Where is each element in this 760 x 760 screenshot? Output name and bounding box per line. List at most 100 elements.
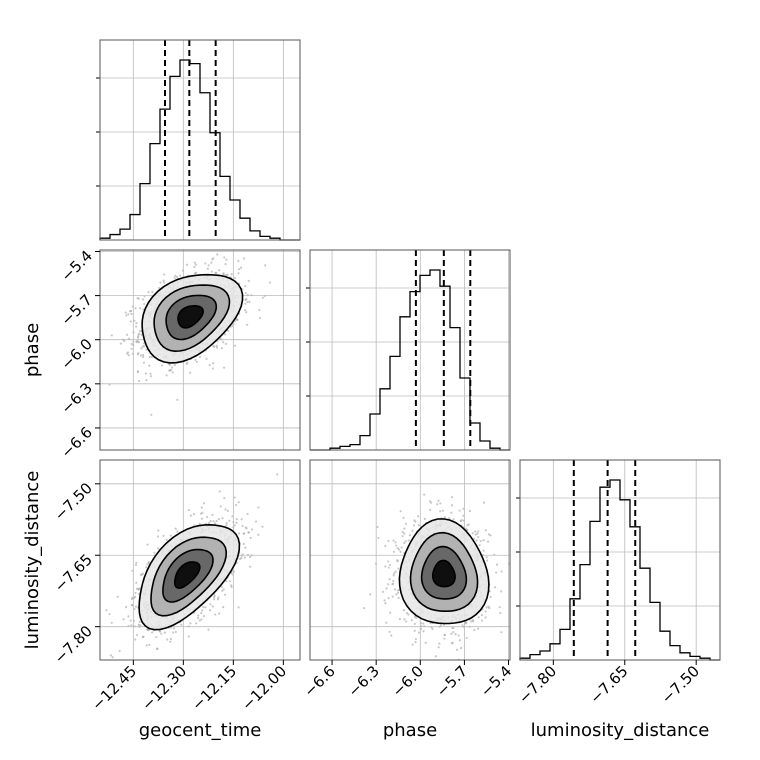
scatter-point xyxy=(240,556,243,560)
scatter-point xyxy=(109,654,113,657)
scatter-point xyxy=(208,609,212,612)
scatter-point xyxy=(124,311,127,314)
scatter-point xyxy=(145,378,148,382)
scatter-point xyxy=(437,646,440,649)
scatter-point xyxy=(399,510,402,513)
scatter-point xyxy=(384,565,387,568)
scatter-point xyxy=(464,621,467,624)
scatter-point xyxy=(135,340,138,343)
scatter-point xyxy=(264,264,267,267)
scatter-point xyxy=(217,612,221,615)
scatter-point xyxy=(198,522,201,525)
scatter-point xyxy=(192,513,196,516)
scatter-point xyxy=(195,622,198,625)
scatter-point xyxy=(135,322,138,325)
scatter-point xyxy=(221,517,224,520)
scatter-point xyxy=(225,258,228,261)
contour-line xyxy=(398,518,490,625)
scatter-point xyxy=(261,296,264,299)
contour-line xyxy=(177,305,204,329)
scatter-point xyxy=(258,316,261,320)
scatter-point xyxy=(500,590,503,593)
scatter-point xyxy=(208,364,211,367)
scatter-point xyxy=(452,631,455,634)
scatter-point xyxy=(387,539,390,543)
scatter-point xyxy=(127,615,130,618)
scatter-point xyxy=(411,529,414,532)
scatter-point xyxy=(218,490,221,493)
scatter-point xyxy=(168,369,171,372)
scatter-point xyxy=(414,641,417,644)
x-axis-label-luminosity_distance: luminosity_distance xyxy=(531,720,710,741)
density-level xyxy=(432,560,456,587)
scatter-point xyxy=(243,556,246,559)
scatter-point xyxy=(450,495,454,499)
scatter-point xyxy=(127,313,130,316)
scatter-point xyxy=(156,535,160,538)
scatter-point xyxy=(450,632,453,635)
y-tick-label-phase: −6.3 xyxy=(58,379,96,417)
scatter-point xyxy=(480,614,483,617)
y-tick-label-luminosity_distance: −7.65 xyxy=(51,551,96,596)
scatter-point xyxy=(237,501,240,504)
scatter-point xyxy=(237,272,240,275)
scatter-point xyxy=(193,265,196,269)
scatter-point xyxy=(475,539,478,542)
scatter-point xyxy=(146,543,149,546)
scatter-point xyxy=(162,273,166,276)
scatter-point xyxy=(213,522,217,525)
scatter-point xyxy=(395,593,398,596)
scatter-point xyxy=(187,508,191,512)
scatter-point xyxy=(399,550,402,553)
scatter-point xyxy=(163,281,166,284)
scatter-point xyxy=(222,272,225,275)
scatter-point xyxy=(439,624,442,627)
contour-line xyxy=(174,561,201,589)
scatter-point xyxy=(147,291,150,294)
scatter-point xyxy=(244,291,247,295)
scatter-point xyxy=(396,546,399,550)
scatter-point xyxy=(395,544,398,547)
scatter-point xyxy=(237,606,240,609)
scatter-point xyxy=(178,274,182,277)
scatter-point xyxy=(194,263,197,266)
scatter-point xyxy=(438,642,441,645)
scatter-point xyxy=(145,644,148,647)
y-tick-label-phase: −5.7 xyxy=(58,291,96,329)
scatter-point xyxy=(237,259,240,263)
scatter-point xyxy=(134,591,137,595)
scatter-point xyxy=(222,588,225,591)
scatter-point xyxy=(423,493,426,496)
scatter-point xyxy=(397,596,400,599)
scatter-point xyxy=(385,587,388,590)
scatter-point xyxy=(485,556,488,559)
scatter-point xyxy=(222,606,225,609)
scatter-point xyxy=(137,341,141,344)
scatter-point xyxy=(212,362,215,365)
scatter-point xyxy=(443,516,446,519)
scatter-point xyxy=(209,519,212,523)
scatter-point xyxy=(185,263,189,266)
scatter-point xyxy=(458,509,461,512)
scatter-point xyxy=(135,325,138,328)
scatter-point xyxy=(450,504,454,507)
scatter-point xyxy=(392,539,395,542)
y-tick-label-phase: −5.4 xyxy=(58,247,96,285)
scatter-point xyxy=(404,540,407,543)
scatter-point xyxy=(146,628,150,631)
scatter-point xyxy=(169,534,172,537)
scatter-point xyxy=(424,641,427,644)
scatter-point xyxy=(457,634,460,637)
scatter-point xyxy=(201,511,204,515)
scatter-point xyxy=(482,539,485,542)
scatter-point xyxy=(137,297,140,300)
scatter-point xyxy=(135,561,138,564)
scatter-point xyxy=(140,347,143,350)
scatter-point xyxy=(204,262,207,265)
scatter-point xyxy=(471,532,474,535)
scatter-point xyxy=(468,509,471,513)
scatter-point xyxy=(470,620,473,623)
scatter-point xyxy=(142,635,145,638)
scatter-point xyxy=(224,263,227,266)
scatter-point xyxy=(476,532,479,535)
